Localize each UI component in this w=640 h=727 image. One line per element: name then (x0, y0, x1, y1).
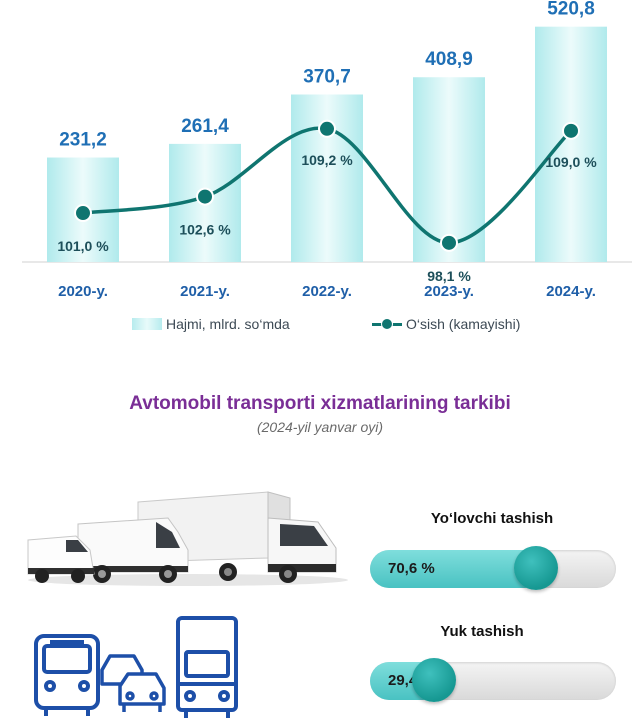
x-tick-label-2: 2022-y. (302, 283, 352, 300)
bar-line-chart: 231,2 2020-y. 101,0 % 261,4 2021-y. 102,6 % 37… (22, 0, 632, 300)
bar-value-label-4: 520,8 (547, 0, 595, 20)
vehicles-photo (27, 491, 348, 586)
legend-label-volume: Hajmi, mlrd. so‘mda (166, 316, 290, 332)
share-bar-freight: 29,4 % (370, 658, 616, 702)
growth-point-0 (74, 204, 92, 223)
share-bar-passenger: 70,6 % (370, 546, 616, 590)
growth-value-label-2: 109,2 % (301, 152, 353, 168)
share-value-passenger: 70,6 % (388, 560, 435, 577)
share-knob-passenger (513, 546, 558, 590)
bar-value-label-2: 370,7 (303, 66, 351, 87)
growth-point-2 (318, 119, 336, 138)
chart-legend: Hajmi, mlrd. so‘mda O‘sish (kamayishi) (0, 316, 640, 338)
cars-icon (100, 654, 166, 712)
x-tick-label-4: 2024-y. (546, 283, 596, 300)
bar-value-label-3: 408,9 (425, 49, 473, 70)
legend-swatch-bar (132, 318, 162, 330)
section-subtitle: (2024-yil yanvar oyi) (256, 419, 384, 435)
growth-value-label-3: 98,1 % (427, 268, 471, 284)
section-title: Avtomobil transporti xizmatlarining tark… (129, 393, 511, 414)
growth-point-3 (440, 233, 458, 252)
truck-icon (176, 616, 238, 718)
legend-item-growth: O‘sish (kamayishi) (372, 316, 520, 332)
transport-icons (34, 616, 238, 718)
x-tick-label-1: 2021-y. (180, 283, 230, 300)
share-label-passenger: Yo‘lovchi tashish (430, 510, 554, 527)
bar-value-label-1: 261,4 (181, 116, 229, 137)
growth-point-4 (562, 121, 580, 140)
share-label-freight: Yuk tashish (440, 623, 524, 640)
growth-point-1 (196, 187, 214, 206)
growth-value-label-4: 109,0 % (545, 154, 597, 170)
growth-value-label-0: 101,0 % (57, 238, 109, 254)
legend-label-growth: O‘sish (kamayishi) (406, 316, 521, 332)
growth-value-label-1: 102,6 % (179, 222, 231, 238)
bar-4 (535, 26, 607, 263)
legend-item-volume: Hajmi, mlrd. so‘mda (132, 316, 290, 332)
x-tick-label-3: 2023-y. (424, 283, 474, 300)
share-knob-freight (412, 658, 457, 702)
bar-2 (291, 94, 363, 262)
x-tick-label-0: 2020-y. (58, 283, 108, 300)
legend-swatch-line (372, 318, 402, 330)
bar-value-label-0: 231,2 (59, 130, 107, 151)
bus-icon (34, 634, 100, 716)
